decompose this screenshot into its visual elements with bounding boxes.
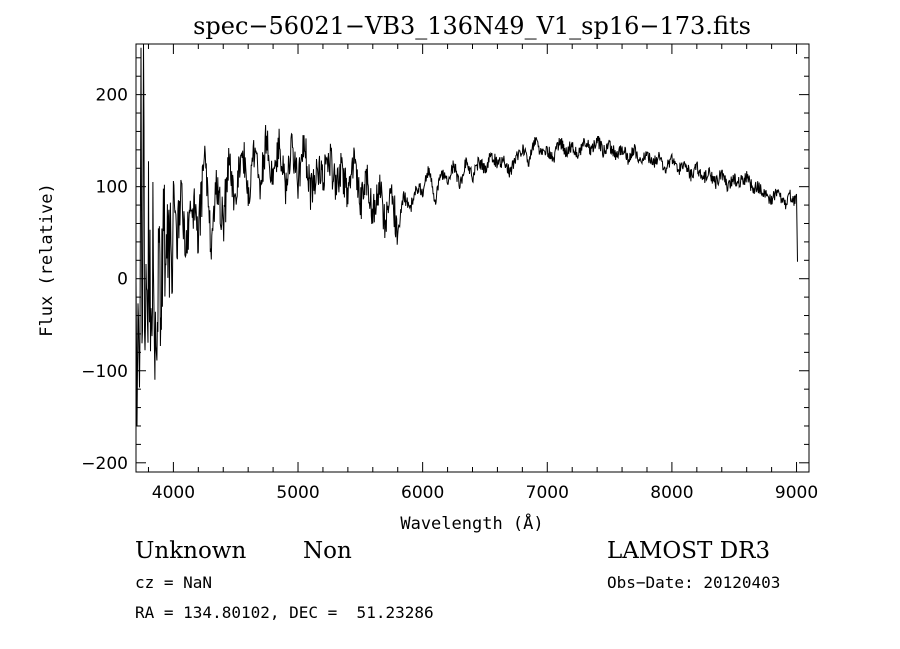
redshift-label: cz = NaN	[135, 573, 213, 592]
plot-frame	[135, 43, 810, 473]
object-class-label: Unknown	[135, 538, 247, 564]
y-axis-label: Flux (relative)	[37, 183, 57, 337]
chart-title: spec−56021−VB3_136N49_V1_sp16−173.fits	[193, 12, 751, 40]
spectrum-series-line	[135, 43, 798, 427]
observation-date-label: Obs−Date: 20120403	[607, 573, 781, 592]
subclass-label: Non	[303, 538, 352, 564]
y-tick-label: 100	[96, 178, 128, 198]
x-tick-label: 6000	[401, 483, 444, 503]
coordinates-label: RA = 134.80102, DEC = 51.23286	[135, 603, 434, 622]
y-tick-label: 200	[96, 86, 128, 106]
y-axis: −200 −100 0 100 200	[81, 57, 809, 474]
survey-label: LAMOST DR3	[607, 538, 771, 564]
y-tick-label: −100	[81, 362, 128, 382]
x-tick-label: 4000	[152, 483, 195, 503]
x-tick-label: 8000	[650, 483, 693, 503]
y-tick-label: −200	[81, 454, 128, 474]
x-axis-label: Wavelength (Å)	[400, 512, 543, 534]
y-tick-label: 0	[117, 270, 128, 290]
x-tick-label: 9000	[775, 483, 818, 503]
x-tick-label: 5000	[276, 483, 319, 503]
x-tick-label: 7000	[526, 483, 569, 503]
x-axis: 4000 5000 6000 7000 8000 9000	[147, 44, 818, 503]
